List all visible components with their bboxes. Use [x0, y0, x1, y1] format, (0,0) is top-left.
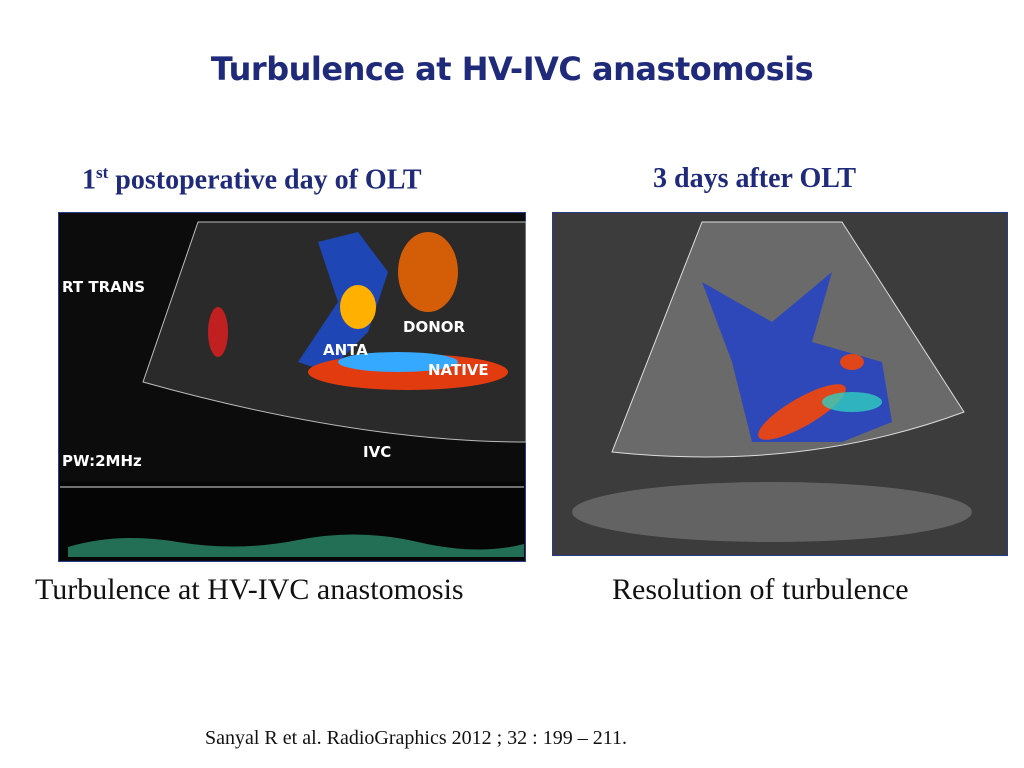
heading-text: postoperative day of OLT: [115, 164, 422, 196]
image-label: ANTA: [323, 341, 368, 359]
panel-heading: 1st postoperative day of OLT: [82, 163, 422, 196]
heading-superscript: st: [96, 163, 109, 182]
heading-number: 1: [82, 164, 96, 196]
image-label: PW:2MHz: [62, 452, 142, 470]
image-label: RT TRANS: [62, 278, 145, 296]
image-label: DONOR: [403, 318, 466, 336]
panel-caption: Turbulence at HV-IVC anastomosis: [35, 573, 464, 606]
image-label: NATIVE: [428, 361, 489, 379]
panel-caption: Resolution of turbulence: [612, 573, 909, 606]
slide-title: Turbulence at HV-IVC anastomosis: [210, 50, 814, 88]
image-label: IVC: [363, 443, 391, 461]
ultrasound-image: RT TRANS ANTA DONOR NATIVE IVC PW:2MHz: [58, 212, 526, 562]
citation: Sanyal R et al. RadioGraphics 2012 ; 32 …: [205, 727, 627, 749]
ultrasound-image: [552, 212, 1008, 556]
panel-heading: 3 days after OLT: [653, 163, 857, 194]
